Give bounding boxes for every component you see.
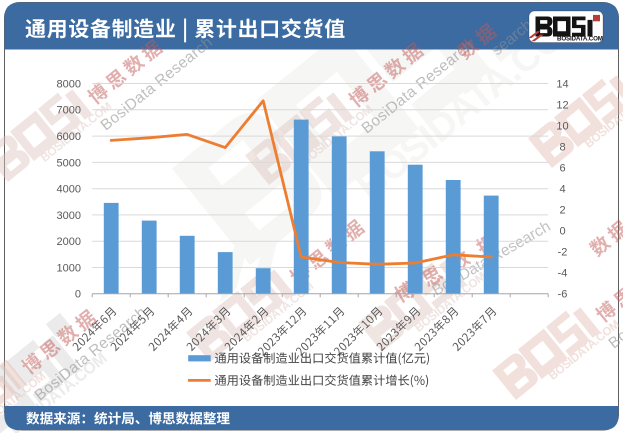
svg-text:6: 6 bbox=[559, 163, 565, 175]
svg-text:6000: 6000 bbox=[57, 131, 81, 143]
svg-text:-2: -2 bbox=[558, 247, 568, 259]
svg-text:2000: 2000 bbox=[57, 236, 81, 248]
svg-text:0: 0 bbox=[75, 289, 81, 301]
svg-text:-6: -6 bbox=[558, 289, 568, 301]
svg-text:2: 2 bbox=[559, 205, 565, 217]
svg-text:0: 0 bbox=[559, 226, 565, 238]
svg-text:4000: 4000 bbox=[57, 184, 81, 196]
svg-text:10: 10 bbox=[556, 121, 568, 133]
svg-text:-4: -4 bbox=[558, 268, 568, 280]
svg-text:4: 4 bbox=[559, 184, 565, 196]
svg-text:8000: 8000 bbox=[57, 78, 81, 90]
svg-text:14: 14 bbox=[556, 78, 568, 90]
svg-text:7000: 7000 bbox=[57, 105, 81, 117]
svg-text:1000: 1000 bbox=[57, 262, 81, 274]
svg-text:3000: 3000 bbox=[57, 210, 81, 222]
svg-text:12: 12 bbox=[556, 99, 568, 111]
svg-text:5000: 5000 bbox=[57, 157, 81, 169]
svg-text:8: 8 bbox=[559, 142, 565, 154]
